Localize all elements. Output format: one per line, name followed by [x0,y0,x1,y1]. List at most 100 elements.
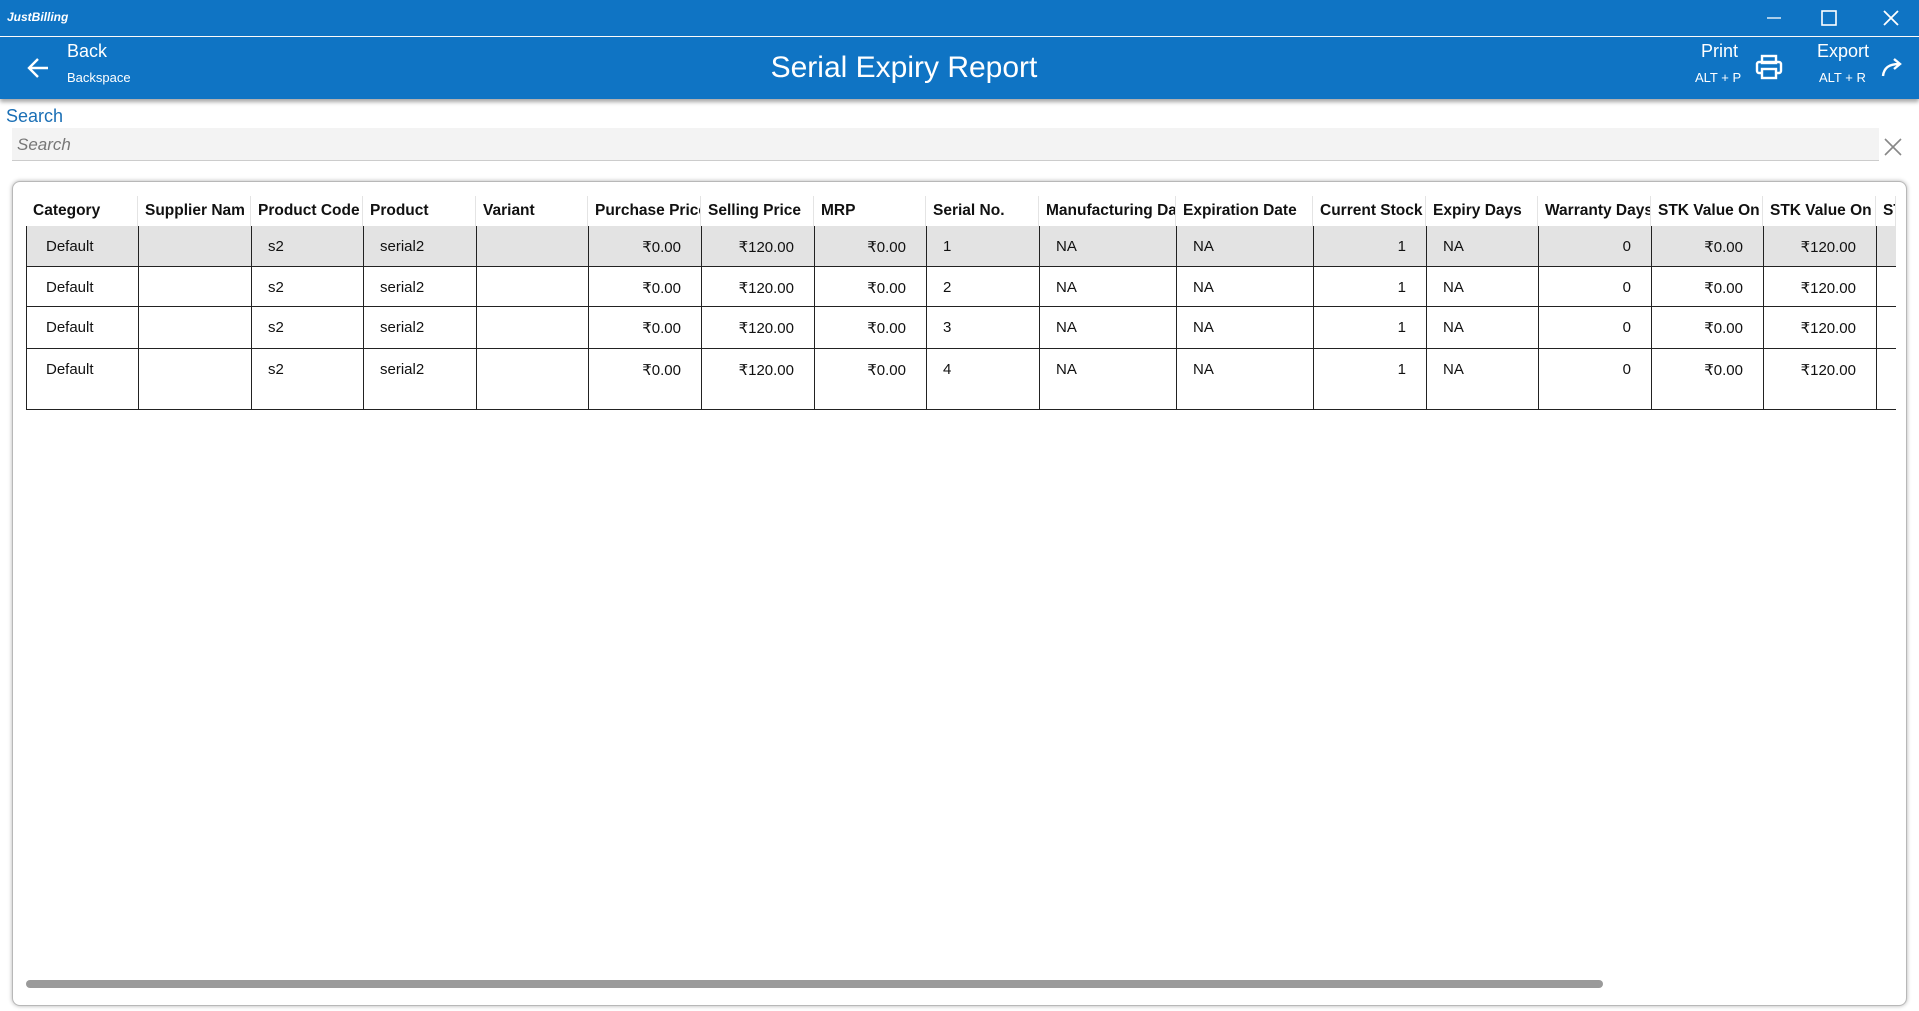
table-cell: serial2 [363,349,476,410]
column-header[interactable]: Product Code [251,196,363,226]
table-cell: ₹120.00 [1763,267,1876,307]
search-label: Search [6,106,64,126]
table-cell: ₹0.00 [588,226,701,267]
table-cell: NA [1176,307,1313,349]
header-bar: Back Backspace Serial Expiry Report Prin… [0,37,1919,99]
row-background[interactable] [26,226,1896,267]
table-cell [138,226,251,267]
table-cell: 1 [1313,267,1426,307]
table-cell: ₹0.00 [814,349,926,410]
page-title: Serial Expiry Report [770,51,1038,84]
table-cell: NA [1176,349,1313,410]
table-cell: 0 [1538,349,1651,410]
table-cell [138,307,251,349]
row-background[interactable] [26,349,1896,410]
window-controls[interactable] [1760,8,1910,30]
column-header[interactable]: Variant [476,196,588,226]
back-shortcut: Backspace [67,70,131,85]
table-cell [138,267,251,307]
export-label[interactable]: Export [1817,41,1870,61]
table-cell: 0 [1538,226,1651,267]
table-cell [1876,307,1896,349]
column-header[interactable]: Manufacturing Da [1039,196,1176,226]
table-cell: ₹0.00 [588,307,701,349]
table-cell: NA [1176,226,1313,267]
table-cell: ₹120.00 [701,349,814,410]
report-card: Category Supplier Nam Product Code Product V… [12,181,1907,1006]
column-header[interactable]: Warranty Days [1538,196,1651,226]
table-cell: NA [1426,349,1538,410]
column-header[interactable]: Category [26,196,138,226]
row-background[interactable] [26,267,1896,307]
table-cell: 0 [1538,267,1651,307]
table-cell: ₹0.00 [588,349,701,410]
column-header[interactable]: MRP [814,196,926,226]
table-cell: 1 [1313,226,1426,267]
horizontal-scrollbar[interactable] [26,980,1603,988]
table-cell: Default [26,307,138,349]
table-cell: ₹0.00 [1651,349,1763,410]
table-cell: s2 [251,349,363,410]
search-placeholder: Search [17,135,71,154]
table-cell: NA [1039,267,1176,307]
back-icon[interactable] [26,56,52,80]
table-cell: NA [1039,307,1176,349]
table-cell [1876,349,1896,410]
table-cell: serial2 [363,307,476,349]
print-label[interactable]: Print [1701,41,1739,61]
table-cell: ₹120.00 [1763,226,1876,267]
table-cell: ₹120.00 [1763,307,1876,349]
table-cell: ₹120.00 [701,307,814,349]
table-cell [476,267,588,307]
column-header[interactable]: Current Stock [1313,196,1426,226]
column-header[interactable]: Selling Price [701,196,814,226]
column-header[interactable]: Supplier Nam [138,196,251,226]
table-cell [1876,267,1896,307]
table-cell: NA [1176,267,1313,307]
table-cell: serial2 [363,226,476,267]
table-cell: ₹120.00 [1763,349,1876,410]
table-cell [1876,226,1896,267]
column-header[interactable]: ST [1876,196,1896,226]
table-cell: s2 [251,226,363,267]
table-cell: NA [1426,267,1538,307]
column-header[interactable]: Serial No. [926,196,1039,226]
row-background[interactable] [26,307,1896,349]
table-cell: ₹0.00 [814,226,926,267]
clear-search-icon[interactable] [1882,136,1904,158]
column-header[interactable]: Product [363,196,476,226]
column-header[interactable]: STK Value On [1651,196,1763,226]
table-cell: 1 [1313,349,1426,410]
table-cell: ₹0.00 [814,307,926,349]
column-header[interactable]: Expiry Days [1426,196,1538,226]
report-table: Category Supplier Nam Product Code Product V… [13,182,1906,1005]
column-header[interactable]: STK Value On [1763,196,1876,226]
table-cell: ₹0.00 [814,267,926,307]
column-header[interactable]: Purchase Price [588,196,701,226]
table-cell: ₹0.00 [1651,267,1763,307]
table-cell: 0 [1538,307,1651,349]
table-cell: NA [1039,349,1176,410]
table-cell: 4 [926,349,1039,410]
app-logo: JustBilling [7,10,69,24]
table-cell: NA [1039,226,1176,267]
export-icon[interactable] [1880,56,1908,80]
table-cell: ₹0.00 [1651,307,1763,349]
table-cell: 2 [926,267,1039,307]
back-label[interactable]: Back [67,41,108,61]
export-shortcut: ALT + R [1819,70,1866,85]
print-shortcut: ALT + P [1695,70,1742,85]
table-cell [476,226,588,267]
table-cell: Default [26,226,138,267]
table-cell: ₹0.00 [588,267,701,307]
table-cell: s2 [251,307,363,349]
table-cell: serial2 [363,267,476,307]
table-cell: ₹120.00 [701,267,814,307]
print-icon[interactable] [1755,54,1783,80]
column-header[interactable]: Expiration Date [1176,196,1313,226]
table-cell [476,349,588,410]
table-cell: ₹120.00 [701,226,814,267]
table-cell: 1 [1313,307,1426,349]
search-box[interactable]: Search [12,128,1879,161]
title-bar: JustBilling [0,0,1919,36]
